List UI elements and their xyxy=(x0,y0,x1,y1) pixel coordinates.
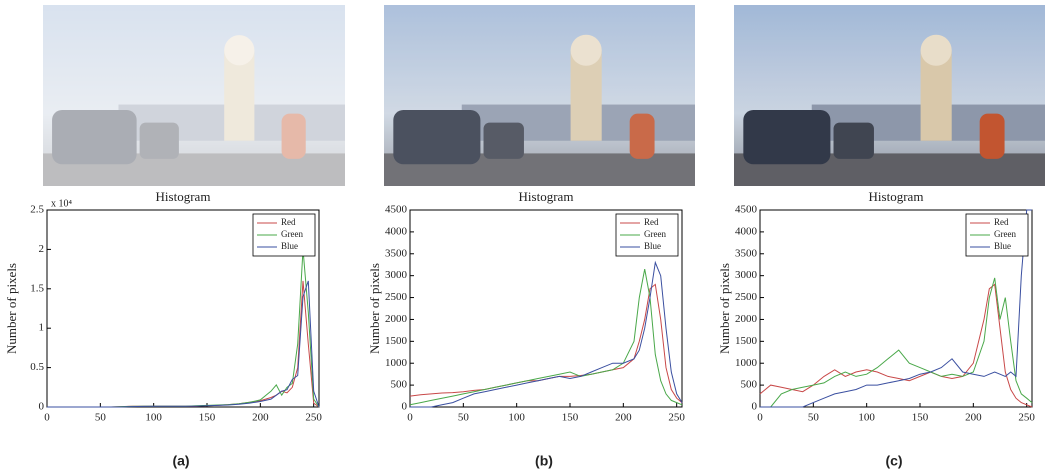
x-tick-label: 50 xyxy=(458,412,470,424)
plot-frame xyxy=(759,209,1033,408)
x-tick-label: 50 xyxy=(808,412,820,424)
y-tick-label: 2000 xyxy=(385,313,408,325)
car xyxy=(483,122,524,159)
y-tick-label: 2000 xyxy=(735,313,758,325)
y-tick-label: 1000 xyxy=(385,357,408,369)
y-axis-label: Number of pixels xyxy=(4,263,19,354)
y-axis-label: Number of pixels xyxy=(717,263,732,354)
y-multiplier: x 10⁴ xyxy=(51,198,73,209)
legend-label: Red xyxy=(281,217,296,227)
x-tick-label: 50 xyxy=(95,412,107,424)
y-tick-label: 0 xyxy=(402,401,408,413)
y-tick-label: 0 xyxy=(39,401,45,413)
y-tick-label: 500 xyxy=(391,379,408,391)
plot-frame xyxy=(409,209,683,408)
plot-frame xyxy=(46,209,320,408)
y-tick-label: 2 xyxy=(39,243,45,255)
x-tick-label: 200 xyxy=(252,412,269,424)
photo xyxy=(384,5,695,186)
x-tick-label: 150 xyxy=(912,412,929,424)
x-tick-label: 0 xyxy=(757,412,763,424)
y-tick-label: 1000 xyxy=(735,357,758,369)
caption: (b) xyxy=(535,453,553,469)
legend-label: Green xyxy=(281,229,303,239)
y-tick-label: 4000 xyxy=(385,225,408,237)
y-tick-label: 4500 xyxy=(385,204,408,216)
series-line xyxy=(47,280,320,408)
x-tick-label: 250 xyxy=(1018,412,1035,424)
y-tick-label: 4500 xyxy=(735,204,758,216)
photo xyxy=(734,5,1045,186)
y-tick-label: 3500 xyxy=(735,247,758,259)
chart-title: Histogram xyxy=(519,189,574,204)
y-tick-label: 0.5 xyxy=(30,361,44,373)
y-tick-label: 2.5 xyxy=(30,204,44,216)
x-tick-label: 200 xyxy=(615,412,632,424)
series-line xyxy=(760,277,1033,408)
haze xyxy=(43,5,345,186)
dome xyxy=(570,34,602,66)
series-line xyxy=(410,260,683,408)
x-tick-label: 100 xyxy=(145,412,162,424)
x-tick-label: 100 xyxy=(858,412,875,424)
x-tick-label: 0 xyxy=(44,412,50,424)
y-axis-label: Number of pixels xyxy=(367,263,382,354)
series-line xyxy=(409,283,683,403)
x-tick-label: 250 xyxy=(305,412,322,424)
dome xyxy=(920,34,952,66)
car xyxy=(743,109,831,165)
series-line xyxy=(760,209,1032,408)
x-tick-label: 100 xyxy=(508,412,525,424)
y-tick-label: 3000 xyxy=(735,269,758,281)
y-tick-label: 2500 xyxy=(735,291,758,303)
y-tick-label: 1500 xyxy=(385,335,408,347)
photo xyxy=(43,5,345,186)
legend-label: Blue xyxy=(994,241,1011,251)
legend-label: Red xyxy=(994,217,1009,227)
legend-label: Blue xyxy=(281,241,298,251)
x-tick-label: 200 xyxy=(965,412,982,424)
x-tick-label: 0 xyxy=(407,412,413,424)
series-line xyxy=(759,283,1033,408)
y-tick-label: 0 xyxy=(752,401,758,413)
caption: (c) xyxy=(885,453,902,469)
rider xyxy=(979,113,1005,159)
legend-label: Blue xyxy=(644,241,661,251)
car xyxy=(833,122,874,159)
y-tick-label: 1 xyxy=(39,322,45,334)
x-tick-label: 150 xyxy=(199,412,216,424)
y-tick-label: 1.5 xyxy=(30,282,44,294)
series-line xyxy=(409,269,683,406)
caption: (a) xyxy=(172,453,189,469)
haze xyxy=(734,5,1045,186)
legend-label: Green xyxy=(644,229,666,239)
x-tick-label: 150 xyxy=(562,412,579,424)
y-tick-label: 3000 xyxy=(385,269,408,281)
haze xyxy=(384,5,695,186)
legend-label: Red xyxy=(644,217,659,227)
chart-title: Histogram xyxy=(156,189,211,204)
y-tick-label: 3500 xyxy=(385,247,408,259)
y-tick-label: 1500 xyxy=(735,335,758,347)
car xyxy=(393,109,481,165)
x-tick-label: 250 xyxy=(668,412,685,424)
y-tick-label: 4000 xyxy=(735,225,758,237)
legend-label: Green xyxy=(994,229,1016,239)
series-line xyxy=(47,249,320,408)
rider xyxy=(629,113,655,159)
y-tick-label: 2500 xyxy=(385,291,408,303)
y-tick-label: 500 xyxy=(741,379,758,391)
chart-title: Histogram xyxy=(869,189,924,204)
